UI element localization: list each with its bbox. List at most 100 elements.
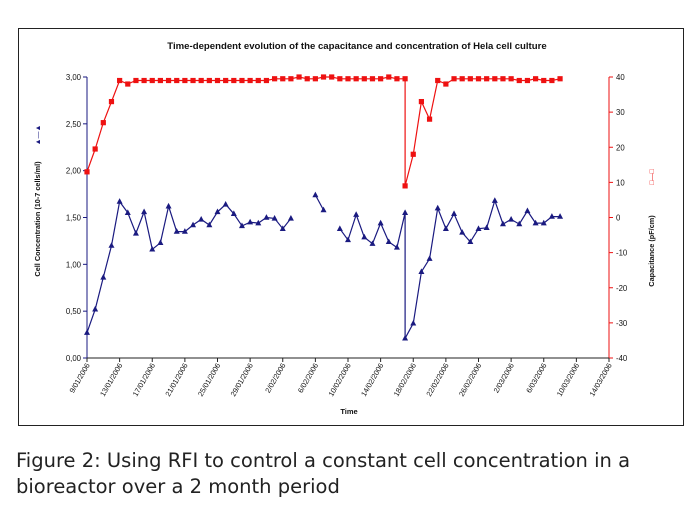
cell-concentration-point — [124, 209, 131, 216]
cell-concentration-line — [314, 194, 325, 211]
cell-concentration-point — [263, 214, 270, 220]
cell-concentration-point — [336, 225, 343, 231]
cell-concentration-point — [524, 207, 531, 214]
right-tick-label: 40 — [616, 73, 625, 82]
cell-concentration-point — [271, 215, 278, 221]
cell-concentration-point — [181, 228, 188, 234]
right-tick-label: 0 — [616, 214, 621, 223]
capacitance-point — [263, 77, 270, 84]
capacitance-point — [394, 76, 400, 82]
capacitance-point — [182, 77, 188, 84]
cell-concentration-point — [206, 221, 213, 228]
capacitance-point — [320, 74, 327, 80]
capacitance-point — [475, 76, 482, 82]
capacitance-point — [214, 77, 221, 84]
capacitance-point — [484, 76, 490, 82]
cell-concentration-point — [532, 219, 539, 226]
capacitance-point — [296, 74, 302, 80]
capacitance-point — [557, 76, 563, 82]
capacitance-point — [402, 76, 408, 82]
cell-concentration-line — [339, 198, 561, 339]
cell-concentration-point — [426, 255, 433, 261]
cell-concentration-point — [287, 215, 294, 221]
capacitance-point — [141, 77, 147, 84]
cell-concentration-point — [132, 230, 139, 236]
left-tick-label: 1,00 — [66, 260, 82, 269]
x-tick-label: 9/01/2006 — [67, 362, 91, 395]
cell-concentration-point — [230, 210, 237, 216]
cell-concentration-point — [108, 242, 115, 248]
left-tick-label: 1,50 — [66, 214, 82, 223]
x-tick-label: 25/01/2006 — [196, 362, 222, 399]
capacitance-point — [369, 76, 376, 82]
x-tick-label: 14/02/2006 — [359, 362, 385, 399]
cell-concentration-point — [149, 245, 156, 252]
right-tick-label: -10 — [616, 249, 628, 258]
cell-concentration-point — [442, 225, 449, 231]
x-tick-label: 21/01/2006 — [163, 362, 189, 399]
left-tick-label: 0,50 — [66, 307, 82, 316]
cell-concentration-point — [312, 191, 319, 198]
cell-concentration-point — [222, 200, 229, 207]
capacitance-point — [84, 169, 90, 175]
x-tick-label: 2/03/2006 — [492, 362, 516, 395]
capacitance-point — [239, 77, 245, 84]
left-axis-legend-key: ▲—▲ — [35, 125, 42, 146]
cell-concentration-point — [173, 228, 180, 234]
capacitance-point — [255, 77, 261, 84]
right-tick-label: -40 — [616, 354, 628, 363]
cell-concentration-point — [345, 236, 351, 243]
capacitance-point — [312, 76, 318, 82]
x-tick-label: 2/02/2006 — [263, 362, 287, 395]
right-tick-label: 30 — [616, 108, 625, 117]
capacitance-line — [86, 76, 561, 187]
capacitance-point — [280, 76, 286, 82]
left-tick-label: 0,00 — [66, 354, 82, 363]
cell-concentration-point — [402, 209, 409, 216]
capacitance-point — [361, 76, 367, 82]
cell-concentration-point — [410, 319, 417, 326]
capacitance-point — [329, 74, 335, 80]
capacitance-point — [108, 98, 115, 105]
capacitance-point — [304, 76, 310, 82]
cell-concentration-point — [499, 220, 506, 227]
x-tick-label: 10/02/2006 — [326, 362, 352, 399]
x-tick-label: 6/03/2006 — [524, 362, 548, 395]
right-tick-label: 20 — [616, 143, 625, 152]
cell-concentration-point — [385, 238, 392, 245]
capacitance-point — [149, 77, 155, 84]
cell-concentration-point — [548, 213, 555, 219]
cell-concentration-point — [402, 334, 409, 341]
x-tick-label: 17/01/2006 — [131, 362, 157, 399]
cell-concentration-point — [92, 305, 99, 312]
left-tick-label: 2,00 — [66, 167, 82, 176]
cell-concentration-point — [540, 219, 547, 226]
capacitance-point — [117, 77, 123, 84]
chart-frame: Time-dependent evolution of the capacita… — [18, 28, 684, 426]
cell-concentration-point — [377, 219, 384, 226]
right-axis-legend-key: □—□ — [649, 169, 656, 185]
right-tick-label: 10 — [616, 178, 625, 187]
capacitance-point — [426, 116, 433, 122]
capacitance-point — [174, 77, 180, 84]
capacitance-point — [500, 76, 506, 82]
right-axis-title: Capacitance (pF/cm) — [647, 215, 656, 287]
cell-concentration-point — [451, 210, 458, 216]
capacitance-point — [100, 120, 106, 126]
cell-concentration-point — [459, 229, 466, 235]
capacitance-point — [467, 76, 473, 82]
cell-concentration-point — [516, 220, 523, 227]
cell-concentration-point — [434, 204, 441, 211]
cell-concentration-point — [190, 221, 197, 228]
x-tick-label: 14/03/2006 — [587, 362, 613, 399]
x-tick-label: 13/01/2006 — [98, 362, 124, 399]
capacitance-point — [549, 77, 555, 84]
capacitance-point — [337, 76, 343, 82]
cell-concentration-point — [418, 268, 425, 275]
cell-concentration-point — [557, 213, 564, 219]
capacitance-point — [353, 76, 359, 82]
chart-title: Time-dependent evolution of the capacita… — [167, 41, 546, 52]
capacitance-point — [410, 151, 416, 157]
cell-concentration-point — [279, 225, 286, 231]
x-tick-label: 26/02/2006 — [457, 362, 483, 399]
